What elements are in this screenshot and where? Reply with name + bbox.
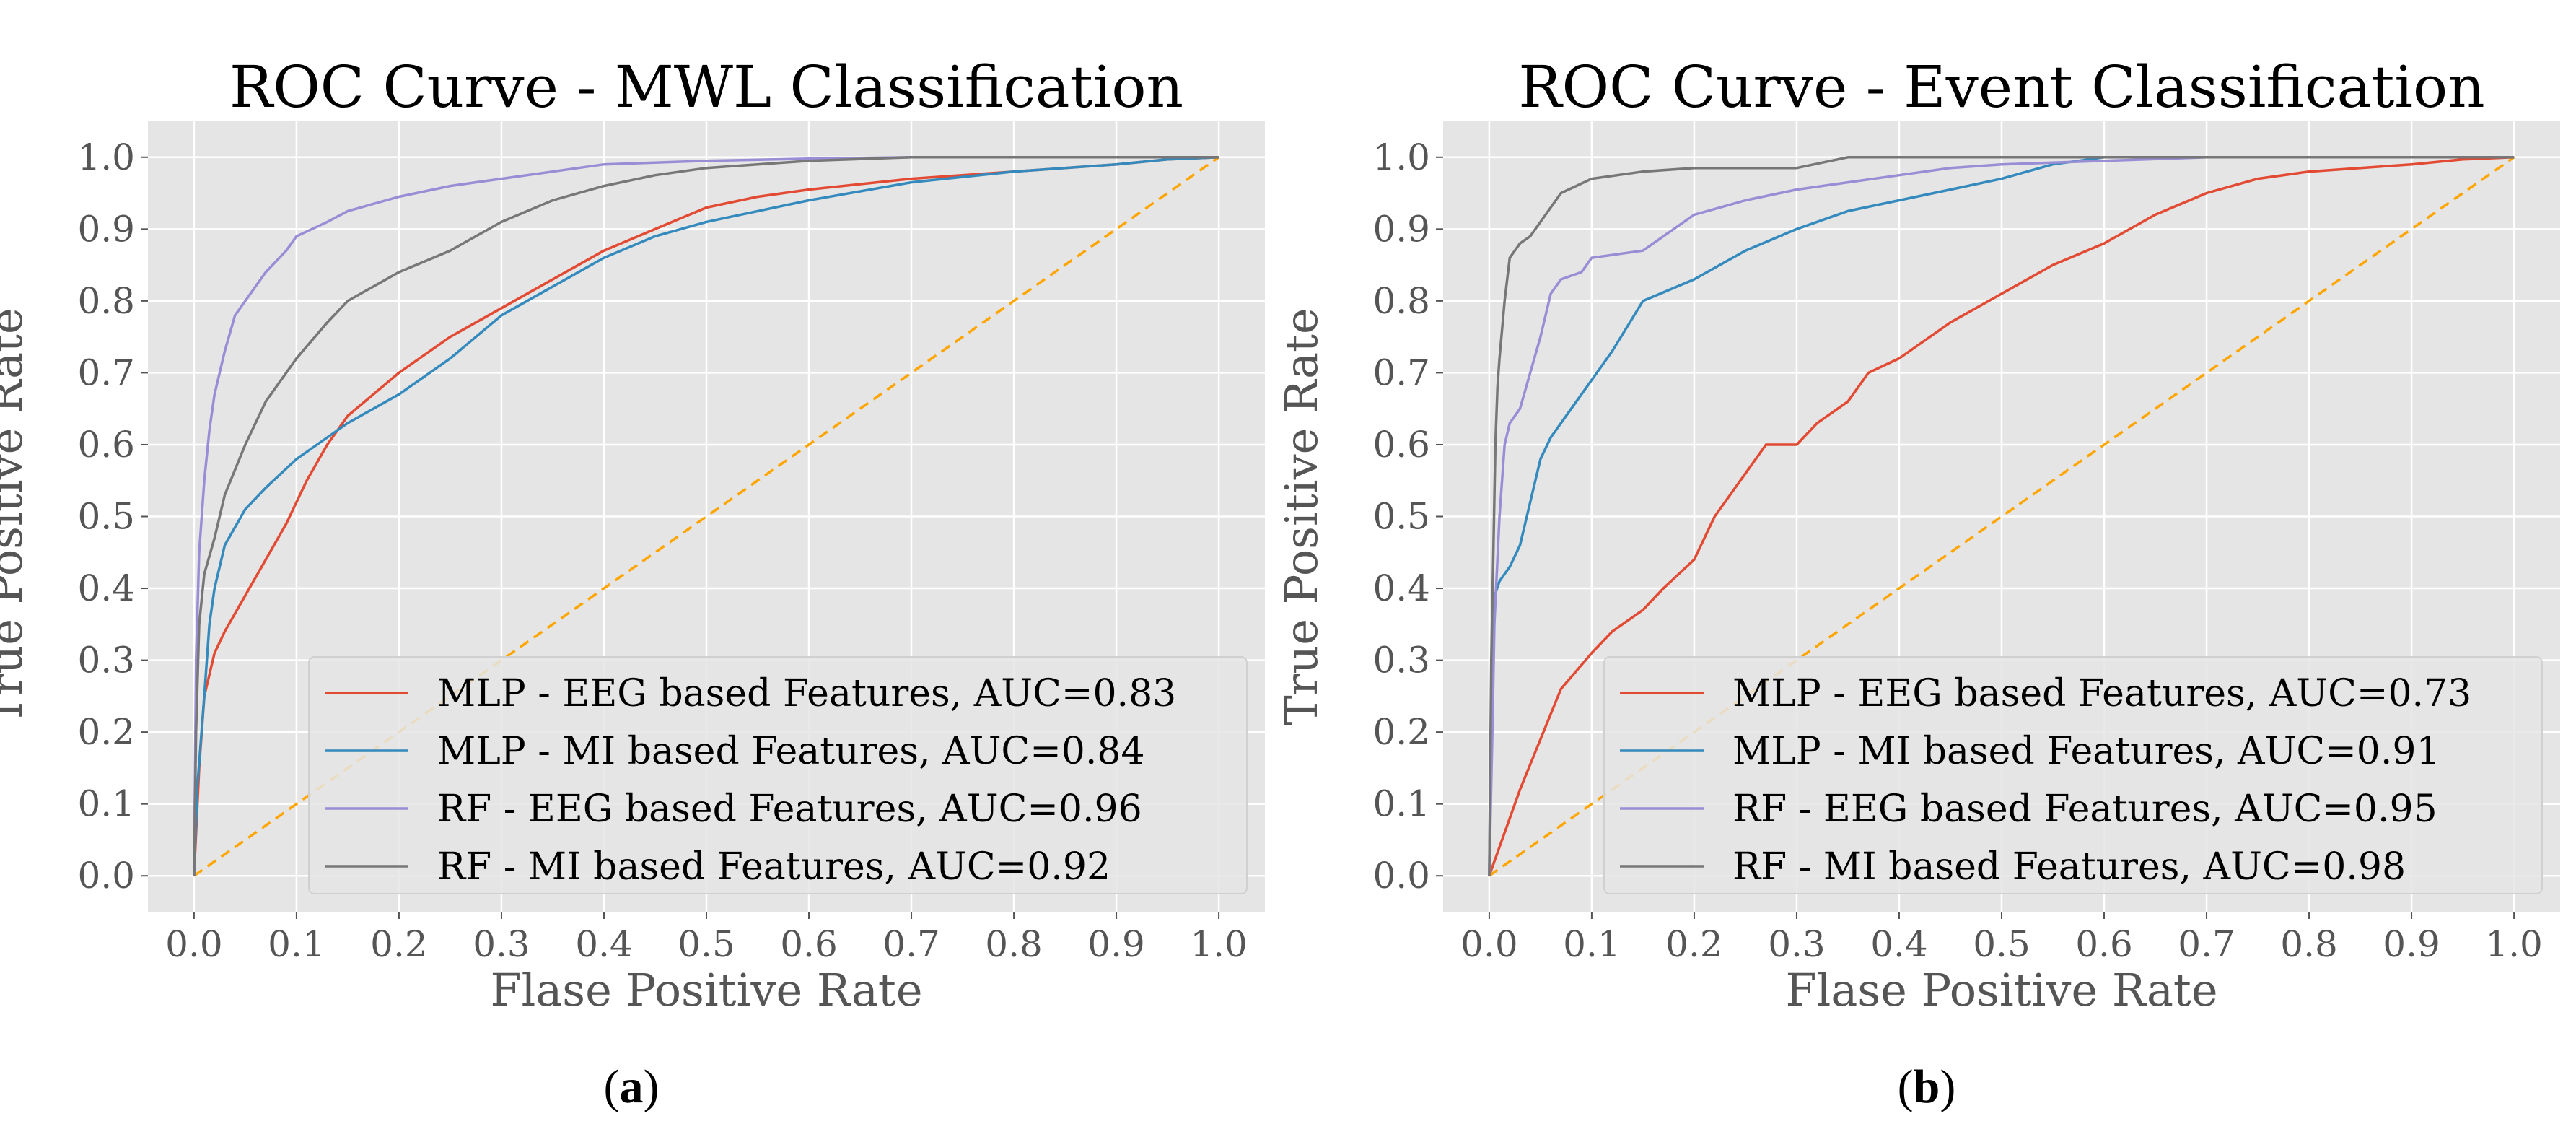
x-tick-label: 0.6	[2075, 923, 2133, 965]
legend-entry-1: MLP - EEG based Features, AUC=0.73	[1732, 672, 2471, 715]
x-tick-label: 0.3	[1768, 923, 1826, 965]
chart-title: ROC Curve - MWL Classification	[229, 53, 1183, 121]
y-tick-label: 0.3	[1372, 640, 1430, 681]
y-tick-label: 0.7	[77, 352, 135, 393]
y-tick-label: 1.0	[77, 136, 135, 178]
x-tick-label: 0.5	[678, 923, 735, 965]
series-line-4	[193, 156, 1219, 876]
y-tick-label: 0.8	[77, 280, 135, 322]
x-tick-label: 0.4	[575, 923, 633, 965]
y-tick-label: 0.0	[77, 855, 135, 897]
legend-box	[308, 656, 1248, 894]
y-tick-label: 0.8	[1372, 280, 1430, 322]
y-tick-label: 0.2	[1372, 711, 1430, 753]
y-tick-label: 0.5	[77, 496, 135, 538]
x-tick-label: 0.8	[2280, 923, 2338, 965]
y-tick-label: 0.5	[1372, 496, 1430, 538]
legend-entry-3: RF - EEG based Features, AUC=0.96	[437, 788, 1142, 831]
y-tick-label: 0.2	[77, 711, 135, 753]
series-line-3	[1488, 156, 2515, 876]
series-line-2	[193, 156, 1219, 876]
legend-box	[1603, 656, 2543, 894]
x-tick-label: 0.0	[165, 923, 223, 965]
x-tick-label: 1.0	[1190, 923, 1248, 965]
x-axis-label: Flase Positive Rate	[1785, 964, 2217, 1016]
y-tick-label: 0.1	[1372, 783, 1430, 825]
legend-entry-2: MLP - MI based Features, AUC=0.91	[1732, 730, 2440, 773]
x-tick-label: 0.7	[2178, 923, 2235, 965]
panel-a-chart: 0.0 0.1 0.2 0.3 0.4 0.5 0.6 0.7 0.8 0.9 1.0 0.0 0.1 0…	[0, 53, 1265, 1016]
x-tick-label: 0.2	[1665, 923, 1723, 965]
panel-b-chart: 0.0 0.1 0.2 0.3 0.4 0.5 0.6 0.7 0.8 0.9 1.0 0.0 0.1 0…	[1275, 53, 2560, 1016]
legend: MLP - EEG based Features, AUC=0.73 MLP - …	[1603, 656, 2543, 894]
panel-label-a: (a)	[603, 1060, 660, 1113]
y-tick-label: 0.0	[1372, 855, 1430, 897]
y-axis-label: True Positive Rate	[0, 308, 32, 725]
series-line-1	[1488, 156, 2515, 876]
y-tick-label: 0.9	[77, 208, 135, 250]
x-tick-label: 0.3	[473, 923, 530, 965]
x-tick-label: 0.1	[1563, 923, 1621, 965]
y-tick-label: 0.9	[1372, 208, 1430, 250]
y-tick-label: 0.4	[77, 567, 135, 609]
x-tick-label: 0.9	[2383, 923, 2440, 965]
y-tick-label: 0.6	[77, 424, 135, 466]
chart-title: ROC Curve - Event Classification	[1518, 53, 2484, 121]
panel-label-b: (b)	[1897, 1060, 1956, 1113]
legend-entry-3: RF - EEG based Features, AUC=0.95	[1732, 788, 2437, 831]
y-tick-label: 0.1	[77, 783, 135, 825]
x-tick-label: 1.0	[2485, 923, 2543, 965]
x-tick-label: 0.7	[882, 923, 940, 965]
x-tick-label: 0.2	[370, 923, 428, 965]
legend-entry-2: MLP - MI based Features, AUC=0.84	[437, 730, 1145, 773]
x-tick-label: 0.1	[268, 923, 325, 965]
legend-entry-4: RF - MI based Features, AUC=0.98	[1732, 845, 2406, 889]
x-tick-label: 0.4	[1870, 923, 1928, 965]
series-line-4	[1488, 156, 2515, 876]
y-tick-label: 0.4	[1372, 567, 1430, 609]
x-axis-label: Flase Positive Rate	[490, 964, 922, 1016]
y-tick-label: 0.6	[1372, 424, 1430, 466]
series-line-1	[193, 156, 1219, 876]
x-tick-label: 0.9	[1087, 923, 1145, 965]
y-tick-label: 0.7	[1372, 352, 1430, 393]
legend-entry-1: MLP - EEG based Features, AUC=0.83	[437, 672, 1176, 715]
legend: MLP - EEG based Features, AUC=0.83 MLP - …	[308, 656, 1248, 894]
y-tick-label: 1.0	[1372, 136, 1430, 178]
legend-entry-4: RF - MI based Features, AUC=0.92	[437, 845, 1110, 889]
y-axis-label: True Positive Rate	[1275, 308, 1328, 725]
x-tick-label: 0.6	[780, 923, 838, 965]
x-tick-label: 0.0	[1460, 923, 1518, 965]
x-tick-label: 0.8	[985, 923, 1043, 965]
x-tick-label: 0.5	[1973, 923, 2030, 965]
y-tick-label: 0.3	[77, 640, 135, 681]
series-line-3	[193, 156, 1219, 876]
